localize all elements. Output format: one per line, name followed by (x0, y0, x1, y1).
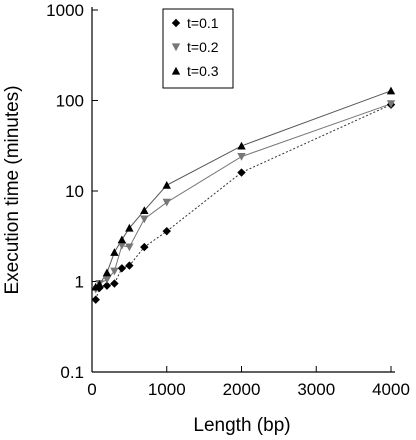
x-axis-title: Length (bp) (193, 415, 290, 436)
legend-marker (171, 43, 181, 52)
data-point (140, 206, 149, 214)
data-point (102, 276, 112, 284)
data-point (140, 215, 149, 224)
x-tick-label: 2000 (223, 380, 261, 399)
axes (91, 7, 395, 373)
data-point (117, 235, 127, 244)
data-point (91, 282, 100, 291)
data-point (237, 141, 246, 150)
data-point (110, 248, 119, 256)
data-point (110, 279, 119, 288)
data-point (140, 242, 149, 252)
legend-marker (171, 66, 181, 75)
data-point (110, 267, 119, 276)
data-point (125, 223, 134, 232)
data-point (162, 180, 171, 189)
data-point (125, 243, 134, 252)
y-tick-label: 1 (75, 273, 84, 292)
series-points (91, 86, 396, 304)
y-tick-label: 100 (56, 92, 84, 111)
data-point (386, 86, 396, 95)
ticks: 0 1000 2000 3000 4000 0.1 1 10 100 1000 (46, 1, 410, 399)
series-line-2 (95, 103, 392, 290)
data-point (125, 261, 134, 270)
series-lines (95, 90, 392, 300)
x-tick-label: 3000 (297, 380, 335, 399)
legend-label: t=0.1 (187, 15, 219, 31)
x-tick-label: 0 (87, 380, 96, 399)
data-point (102, 268, 112, 277)
series-line-1 (95, 104, 392, 300)
y-tick-label: 1000 (46, 1, 84, 20)
data-point (162, 198, 171, 207)
x-tick-label: 1000 (148, 380, 186, 399)
legend-marker (171, 18, 181, 28)
data-point (237, 153, 246, 161)
data-point (117, 264, 127, 273)
data-point (237, 168, 246, 177)
y-tick-label: 0.1 (60, 363, 84, 382)
legend: t=0.1 t=0.2 t=0.3 (162, 8, 234, 89)
legend-label: t=0.3 (187, 63, 219, 79)
data-point (102, 281, 112, 290)
legend-label: t=0.2 (187, 39, 219, 55)
data-point (386, 100, 396, 108)
x-tick-label: 4000 (372, 380, 410, 399)
y-tick-label: 10 (65, 182, 84, 201)
data-point (162, 226, 171, 236)
y-axis-title: Execution time (minutes) (2, 85, 23, 294)
data-point (117, 241, 127, 250)
series-line-3 (95, 90, 392, 288)
data-point (95, 280, 104, 288)
data-point (91, 295, 100, 304)
